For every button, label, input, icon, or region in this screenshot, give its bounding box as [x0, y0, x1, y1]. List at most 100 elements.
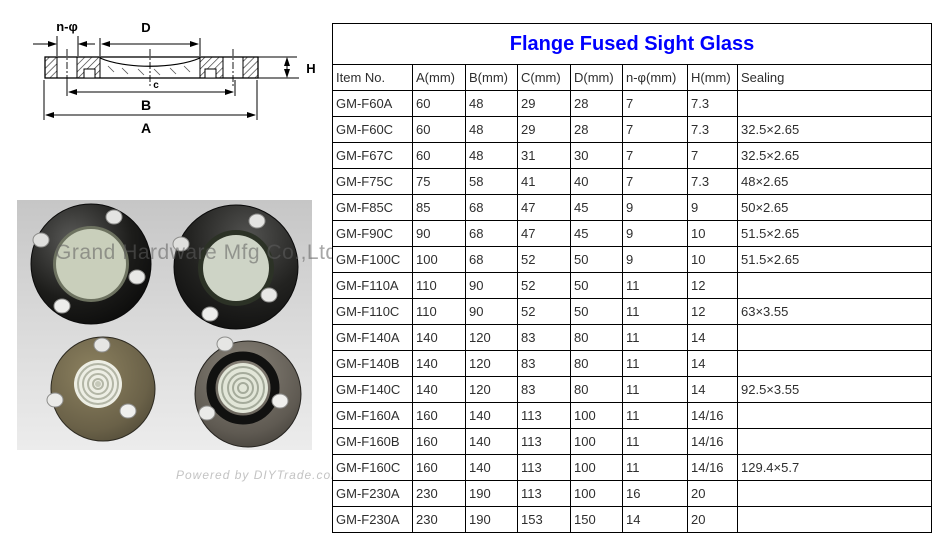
table-cell: 140	[465, 428, 518, 455]
table-cell: 7	[622, 142, 688, 169]
table-row: GM-F100C 100 68 52 50 9 10 51.5×2.65	[332, 246, 932, 273]
table-cell	[737, 480, 932, 507]
table-row: GM-F230A 230 190 153 150 14 20	[332, 506, 932, 533]
flange-photo-top-left	[30, 203, 152, 325]
table-cell	[737, 402, 932, 429]
table-cell: 113	[517, 454, 571, 481]
table-cell: 230	[412, 480, 466, 507]
table-cell: 60	[412, 116, 466, 143]
table-cell: 60	[412, 142, 466, 169]
table-cell: 100	[570, 454, 623, 481]
table-cell	[737, 90, 932, 117]
table-title: Flange Fused Sight Glass	[332, 23, 932, 65]
table-cell: GM-F90C	[332, 220, 413, 247]
table-row: GM-F140B 140 120 83 80 11 14	[332, 350, 932, 377]
table-cell: 51.5×2.65	[737, 220, 932, 247]
table-cell: 160	[412, 428, 466, 455]
table-row: GM-F110A 110 90 52 50 11 12	[332, 272, 932, 299]
spec-table-container: Flange Fused Sight Glass Item No. A(mm) B(…	[332, 23, 932, 533]
table-cell: 92.5×3.55	[737, 376, 932, 403]
table-cell: 9	[622, 220, 688, 247]
table-cell: GM-F140A	[332, 324, 413, 351]
table-cell: 83	[517, 376, 571, 403]
label-n-phi: n-φ	[56, 19, 78, 34]
table-cell: 14	[687, 350, 738, 377]
label-h: H	[306, 61, 315, 76]
table-cell: 60	[412, 90, 466, 117]
table-row: GM-F160B 160 140 113 100 11 14/16	[332, 428, 932, 455]
table-cell: 230	[412, 506, 466, 533]
table-cell: GM-F75C	[332, 168, 413, 195]
table-cell: 11	[622, 350, 688, 377]
table-cell: 40	[570, 168, 623, 195]
table-cell: 45	[570, 194, 623, 221]
column-header: A(mm)	[412, 64, 466, 91]
table-row: GM-F230A 230 190 113 100 16 20	[332, 480, 932, 507]
table-cell: 100	[570, 402, 623, 429]
table-cell: 7	[622, 168, 688, 195]
table-cell: 14	[687, 376, 738, 403]
table-cell: GM-F230A	[332, 506, 413, 533]
watermark-text: Grand Hardware Mfg Co.,Ltd	[55, 241, 338, 264]
table-cell: 10	[687, 246, 738, 273]
table-cell: 32.5×2.65	[737, 116, 932, 143]
table-cell: 50	[570, 298, 623, 325]
column-header: Item No.	[332, 64, 413, 91]
table-cell: 29	[517, 116, 571, 143]
table-row: GM-F75C 75 58 41 40 7 7.3 48×2.65	[332, 168, 932, 195]
table-cell: 7.3	[687, 90, 738, 117]
table-cell: 85	[412, 194, 466, 221]
table-cell: 29	[517, 90, 571, 117]
table-cell: 9	[622, 194, 688, 221]
table-cell: 12	[687, 272, 738, 299]
table-cell: GM-F60A	[332, 90, 413, 117]
table-cell: 48	[465, 142, 518, 169]
table-cell: 12	[687, 298, 738, 325]
diytrade-credit: Powered by DIYTrade.com	[176, 468, 343, 482]
table-cell: 11	[622, 324, 688, 351]
label-a: A	[141, 120, 151, 136]
table-cell: 7.3	[687, 116, 738, 143]
table-cell: 190	[465, 506, 518, 533]
table-cell: 7	[622, 116, 688, 143]
table-cell: 28	[570, 90, 623, 117]
table-cell: 14/16	[687, 454, 738, 481]
table-cell: 80	[570, 324, 623, 351]
table-cell: GM-F160B	[332, 428, 413, 455]
table-cell: 14	[622, 506, 688, 533]
table-cell: GM-F140C	[332, 376, 413, 403]
flange-body	[44, 49, 259, 86]
table-cell: 41	[517, 168, 571, 195]
table-title-row: Flange Fused Sight Glass	[332, 23, 932, 65]
table-cell: 80	[570, 376, 623, 403]
table-cell: 48	[465, 90, 518, 117]
table-row: GM-F160C 160 140 113 100 11 14/16 129.4×5.7	[332, 454, 932, 481]
table-cell: 7.3	[687, 168, 738, 195]
column-header: C(mm)	[517, 64, 571, 91]
table-cell: 140	[465, 454, 518, 481]
table-cell: 51.5×2.65	[737, 246, 932, 273]
product-photo: Grand Hardware Mfg Co.,Ltd	[17, 200, 338, 450]
table-cell: 129.4×5.7	[737, 454, 932, 481]
table-cell: 14/16	[687, 428, 738, 455]
table-cell: 153	[517, 506, 571, 533]
table-cell: 7	[622, 90, 688, 117]
table-cell	[737, 272, 932, 299]
table-cell: GM-F110C	[332, 298, 413, 325]
table-cell: 113	[517, 402, 571, 429]
table-cell: 48	[465, 116, 518, 143]
table-row: GM-F67C 60 48 31 30 7 7 32.5×2.65	[332, 142, 932, 169]
table-cell: 16	[622, 480, 688, 507]
table-cell: 110	[412, 298, 466, 325]
table-cell: 52	[517, 272, 571, 299]
table-cell: 160	[412, 454, 466, 481]
column-header: B(mm)	[465, 64, 518, 91]
dimension-b	[66, 80, 236, 96]
table-cell: 7	[687, 142, 738, 169]
table-cell	[737, 350, 932, 377]
table-cell: 52	[517, 298, 571, 325]
table-cell: 83	[517, 324, 571, 351]
table-cell: 45	[570, 220, 623, 247]
table-cell: 90	[412, 220, 466, 247]
table-cell: 90	[465, 298, 518, 325]
